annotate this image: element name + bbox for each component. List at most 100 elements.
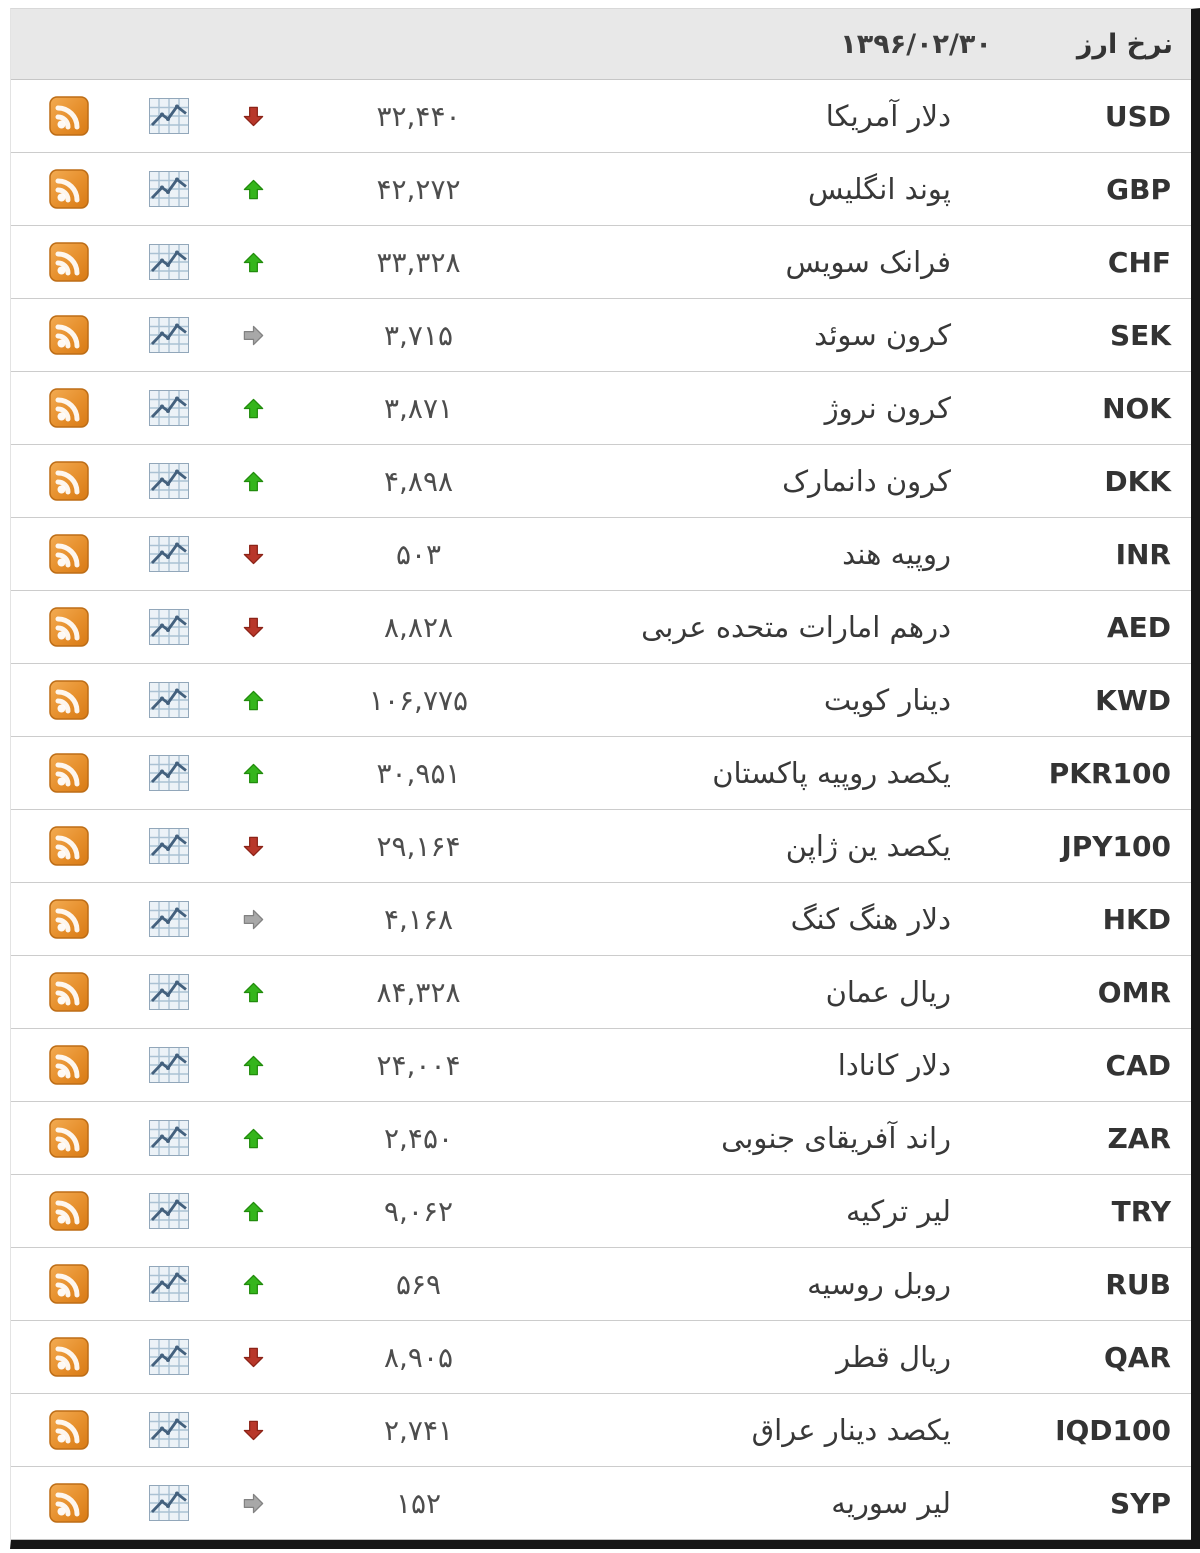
chart-button[interactable]: [126, 1339, 211, 1375]
arrow-right-icon: [211, 1492, 296, 1515]
rate-value: ۱۰۶,۷۷۵: [368, 683, 469, 717]
chart-button[interactable]: [126, 901, 211, 937]
currency-code: RUB: [1105, 1267, 1171, 1301]
arrow-up-icon: [211, 1273, 296, 1296]
currency-code: JPY100: [1061, 829, 1171, 863]
currency-code: GBP: [1106, 172, 1171, 206]
rss-icon: [48, 1483, 89, 1523]
chart-button[interactable]: [126, 1266, 211, 1302]
line-chart-icon: [148, 974, 189, 1010]
arrow-down-icon: [211, 105, 296, 128]
table-row: ۳,۷۱۵ کرون سوئد SEK: [11, 299, 1191, 372]
chart-button[interactable]: [126, 463, 211, 499]
table-row: ۴,۱۶۸ دلار هنگ کنگ HKD: [11, 883, 1191, 956]
currency-name: دینار کویت: [823, 683, 951, 717]
currency-code: TRY: [1111, 1194, 1171, 1228]
currency-code: ZAR: [1107, 1121, 1171, 1155]
rss-button[interactable]: [11, 169, 126, 209]
chart-button[interactable]: [126, 755, 211, 791]
currency-name: دلار آمریکا: [825, 99, 951, 133]
rss-button[interactable]: [11, 1191, 126, 1231]
rss-button[interactable]: [11, 1118, 126, 1158]
rss-button[interactable]: [11, 607, 126, 647]
currency-name: ریال عمان: [825, 975, 951, 1009]
chart-button[interactable]: [126, 244, 211, 280]
table-row: ۳,۸۷۱ کرون نروژ NOK: [11, 372, 1191, 445]
arrow-up-icon: [211, 1127, 296, 1150]
rss-button[interactable]: [11, 242, 126, 282]
rss-button[interactable]: [11, 315, 126, 355]
arrow-up-icon: [211, 1200, 296, 1223]
rss-button[interactable]: [11, 680, 126, 720]
page-title: نرخ ارز: [1076, 28, 1173, 60]
currency-code: PKR100: [1048, 756, 1171, 790]
arrow-up-icon: [211, 251, 296, 274]
rss-button[interactable]: [11, 1045, 126, 1085]
line-chart-icon: [148, 1047, 189, 1083]
currency-name: یکصد روپیه پاکستان: [712, 756, 951, 790]
rss-button[interactable]: [11, 534, 126, 574]
currency-name: یکصد دینار عراق: [751, 1413, 951, 1447]
currency-name: راند آفریقای جنوبی: [721, 1121, 951, 1155]
chart-button[interactable]: [126, 682, 211, 718]
rss-button[interactable]: [11, 1410, 126, 1450]
currency-name: کرون دانمارک: [782, 464, 951, 498]
chart-button[interactable]: [126, 98, 211, 134]
rate-value: ۵۶۹: [395, 1267, 442, 1301]
currency-code: CAD: [1105, 1048, 1171, 1082]
rss-button[interactable]: [11, 1337, 126, 1377]
rss-icon: [48, 388, 89, 428]
rss-button[interactable]: [11, 826, 126, 866]
rss-button[interactable]: [11, 96, 126, 136]
currency-code: IQD100: [1055, 1413, 1171, 1447]
rate-value: ۸,۹۰۵: [383, 1340, 454, 1374]
rss-button[interactable]: [11, 461, 126, 501]
chart-button[interactable]: [126, 609, 211, 645]
table-row: ۲,۷۴۱ یکصد دینار عراق IQD100: [11, 1394, 1191, 1467]
rss-button[interactable]: [11, 388, 126, 428]
arrow-down-icon: [211, 543, 296, 566]
currency-name: روبل روسیه: [807, 1267, 951, 1301]
rate-value: ۲,۴۵۰: [383, 1121, 454, 1155]
rss-button[interactable]: [11, 972, 126, 1012]
chart-button[interactable]: [126, 317, 211, 353]
rate-value: ۲,۷۴۱: [383, 1413, 454, 1447]
rate-value: ۳۳,۳۲۸: [376, 245, 461, 279]
rss-button[interactable]: [11, 753, 126, 793]
rss-button[interactable]: [11, 899, 126, 939]
chart-button[interactable]: [126, 536, 211, 572]
line-chart-icon: [148, 463, 189, 499]
table-row: ۲,۴۵۰ راند آفریقای جنوبی ZAR: [11, 1102, 1191, 1175]
currency-code: QAR: [1103, 1340, 1171, 1374]
rate-value: ۴,۱۶۸: [383, 902, 454, 936]
currency-code: NOK: [1102, 391, 1171, 425]
line-chart-icon: [148, 1339, 189, 1375]
rate-value: ۸۴,۳۲۸: [376, 975, 461, 1009]
rss-icon: [48, 1045, 89, 1085]
rss-icon: [48, 315, 89, 355]
chart-button[interactable]: [126, 390, 211, 426]
rss-button[interactable]: [11, 1264, 126, 1304]
arrow-up-icon: [211, 981, 296, 1004]
rss-button[interactable]: [11, 1483, 126, 1523]
currency-name: دلار کانادا: [837, 1048, 951, 1082]
chart-button[interactable]: [126, 828, 211, 864]
table-row: ۱۰۶,۷۷۵ دینار کویت KWD: [11, 664, 1191, 737]
rate-value: ۹,۰۶۲: [383, 1194, 454, 1228]
chart-button[interactable]: [126, 1412, 211, 1448]
arrow-right-icon: [211, 324, 296, 347]
arrow-up-icon: [211, 762, 296, 785]
rate-value: ۳۲,۴۴۰: [376, 99, 461, 133]
arrow-up-icon: [211, 689, 296, 712]
chart-button[interactable]: [126, 1047, 211, 1083]
table-row: ۸۴,۳۲۸ ریال عمان OMR: [11, 956, 1191, 1029]
chart-button[interactable]: [126, 974, 211, 1010]
chart-button[interactable]: [126, 1485, 211, 1521]
chart-button[interactable]: [126, 171, 211, 207]
currency-name: کرون سوئد: [814, 318, 951, 352]
rate-value: ۵۰۳: [395, 537, 442, 571]
rss-icon: [48, 1118, 89, 1158]
rate-value: ۴,۸۹۸: [383, 464, 454, 498]
chart-button[interactable]: [126, 1120, 211, 1156]
chart-button[interactable]: [126, 1193, 211, 1229]
